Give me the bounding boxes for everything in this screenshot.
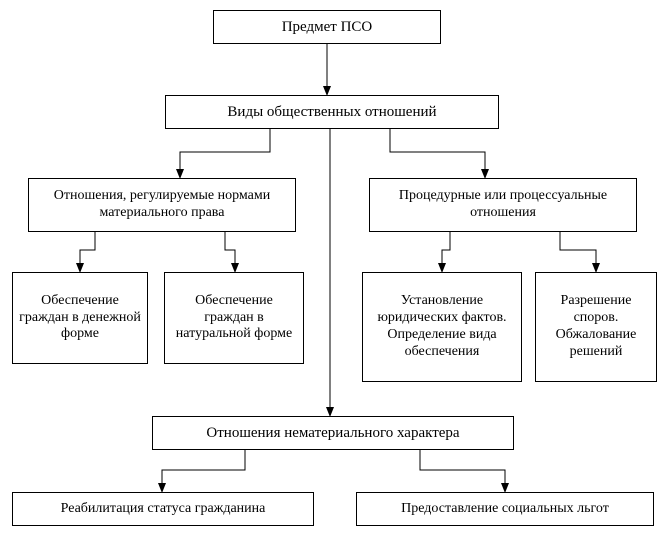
node-label: Предмет ПСО [282, 18, 373, 36]
node-natur: Обеспечение граждан в натуральной форме [164, 272, 304, 364]
node-mat: Отношения, регулируемые нормами материал… [28, 178, 296, 232]
node-nonmat: Отношения нематериального характера [152, 416, 514, 450]
node-priv: Предоставление социальных льгот [356, 492, 654, 526]
edge-mat-to-money [80, 232, 95, 272]
node-root: Предмет ПСО [213, 10, 441, 44]
node-label: Реабилитация статуса гражданина [61, 501, 266, 518]
edge-kinds-to-mat [180, 129, 270, 178]
node-label: Процедурные или процессуальные отношения [376, 188, 630, 222]
edge-proc-to-disp [560, 232, 596, 272]
flowchart-canvas: Предмет ПСО Виды общественных отношений От… [0, 0, 667, 538]
node-proc: Процедурные или процессуальные отношения [369, 178, 637, 232]
edge-nonmat-to-rehab [162, 450, 245, 492]
edges-layer [0, 0, 667, 538]
node-disp: Разрешение споров. Обжалование решений [535, 272, 657, 382]
node-label: Виды общественных отношений [227, 103, 436, 121]
node-facts: Установление юридических фактов. Определ… [362, 272, 522, 382]
node-kinds: Виды общественных отношений [165, 95, 499, 129]
node-label: Отношения, регулируемые нормами материал… [35, 188, 289, 222]
node-rehab: Реабилитация статуса гражданина [12, 492, 314, 526]
edge-mat-to-natur [225, 232, 235, 272]
node-label: Предоставление социальных льгот [401, 501, 609, 518]
node-label: Обеспечение граждан в денежной форме [19, 293, 141, 343]
edge-kinds-to-proc [390, 129, 485, 178]
node-label: Обеспечение граждан в натуральной форме [171, 293, 297, 343]
node-label: Отношения нематериального характера [206, 424, 459, 442]
node-label: Установление юридических фактов. Определ… [369, 293, 515, 360]
node-label: Разрешение споров. Обжалование решений [542, 293, 650, 360]
edge-proc-to-facts [442, 232, 450, 272]
node-money: Обеспечение граждан в денежной форме [12, 272, 148, 364]
edge-nonmat-to-priv [420, 450, 505, 492]
